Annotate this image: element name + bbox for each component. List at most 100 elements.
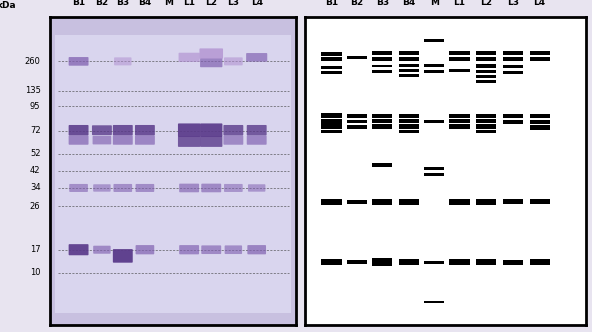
- Bar: [476, 70, 496, 73]
- Bar: [321, 130, 342, 133]
- FancyBboxPatch shape: [113, 125, 133, 135]
- FancyBboxPatch shape: [248, 184, 265, 192]
- Text: L1: L1: [453, 0, 465, 7]
- Bar: [424, 173, 445, 176]
- FancyBboxPatch shape: [69, 244, 89, 255]
- Text: 95: 95: [30, 102, 40, 111]
- Text: L2: L2: [205, 0, 217, 7]
- Bar: [503, 260, 523, 265]
- Bar: [399, 199, 419, 205]
- Text: M: M: [164, 0, 173, 7]
- FancyBboxPatch shape: [92, 136, 111, 144]
- Bar: [530, 51, 550, 55]
- FancyBboxPatch shape: [135, 125, 155, 135]
- FancyBboxPatch shape: [201, 184, 221, 192]
- Bar: [449, 57, 469, 61]
- FancyBboxPatch shape: [69, 184, 88, 192]
- Bar: [321, 124, 342, 129]
- FancyBboxPatch shape: [92, 125, 112, 135]
- Bar: [372, 65, 392, 67]
- Bar: [503, 71, 523, 74]
- FancyBboxPatch shape: [136, 184, 155, 192]
- Text: M: M: [430, 0, 439, 7]
- FancyBboxPatch shape: [200, 136, 223, 147]
- Bar: [503, 120, 523, 124]
- Bar: [530, 124, 550, 129]
- Bar: [530, 259, 550, 266]
- Bar: [347, 56, 367, 59]
- Text: L3: L3: [507, 0, 519, 7]
- Text: B3: B3: [376, 0, 389, 7]
- Text: B2: B2: [95, 0, 108, 7]
- Bar: [399, 259, 419, 265]
- Bar: [321, 71, 342, 74]
- FancyBboxPatch shape: [224, 57, 243, 65]
- Bar: [347, 125, 367, 129]
- FancyBboxPatch shape: [178, 136, 200, 147]
- Bar: [476, 80, 496, 83]
- Bar: [476, 119, 496, 123]
- Text: 135: 135: [25, 86, 40, 95]
- FancyBboxPatch shape: [69, 57, 89, 66]
- Bar: [476, 130, 496, 133]
- Text: L2: L2: [480, 0, 493, 7]
- Bar: [372, 56, 392, 61]
- Bar: [476, 199, 496, 205]
- Text: 34: 34: [30, 184, 40, 193]
- FancyBboxPatch shape: [247, 245, 266, 254]
- Bar: [530, 114, 550, 118]
- Bar: [372, 258, 392, 266]
- Bar: [424, 70, 445, 73]
- FancyBboxPatch shape: [223, 125, 243, 135]
- Bar: [476, 114, 496, 118]
- Bar: [321, 113, 342, 118]
- Bar: [372, 70, 392, 73]
- FancyBboxPatch shape: [93, 246, 111, 254]
- Bar: [530, 57, 550, 61]
- Text: 260: 260: [25, 57, 40, 66]
- Bar: [424, 64, 445, 67]
- Bar: [399, 64, 419, 67]
- Bar: [347, 114, 367, 118]
- Bar: [476, 75, 496, 78]
- Bar: [399, 74, 419, 77]
- Text: B3: B3: [116, 0, 130, 7]
- Bar: [449, 199, 469, 205]
- FancyBboxPatch shape: [113, 135, 133, 145]
- Bar: [476, 259, 496, 265]
- FancyBboxPatch shape: [224, 245, 242, 254]
- Text: B4: B4: [403, 0, 416, 7]
- Bar: [449, 124, 469, 129]
- Text: 17: 17: [30, 245, 40, 254]
- Bar: [399, 51, 419, 55]
- Bar: [424, 39, 445, 42]
- Bar: [372, 51, 392, 55]
- FancyBboxPatch shape: [69, 135, 89, 145]
- Bar: [347, 200, 367, 204]
- FancyBboxPatch shape: [179, 245, 199, 254]
- Bar: [530, 200, 550, 204]
- FancyBboxPatch shape: [113, 249, 133, 263]
- Bar: [399, 124, 419, 129]
- Text: 42: 42: [30, 166, 40, 176]
- Bar: [424, 301, 445, 303]
- Bar: [476, 64, 496, 67]
- Text: L4: L4: [533, 0, 546, 7]
- Bar: [503, 65, 523, 68]
- Bar: [530, 120, 550, 124]
- Text: 72: 72: [30, 126, 40, 135]
- FancyBboxPatch shape: [136, 245, 155, 254]
- Bar: [424, 120, 445, 123]
- Text: 10: 10: [30, 268, 40, 277]
- Bar: [372, 199, 392, 205]
- Bar: [372, 114, 392, 118]
- FancyBboxPatch shape: [247, 135, 266, 145]
- FancyBboxPatch shape: [200, 124, 223, 137]
- Bar: [476, 124, 496, 129]
- FancyBboxPatch shape: [201, 245, 221, 254]
- Text: L3: L3: [227, 0, 239, 7]
- Text: B2: B2: [350, 0, 363, 7]
- Bar: [399, 69, 419, 72]
- Bar: [399, 114, 419, 118]
- Text: L4: L4: [250, 0, 263, 7]
